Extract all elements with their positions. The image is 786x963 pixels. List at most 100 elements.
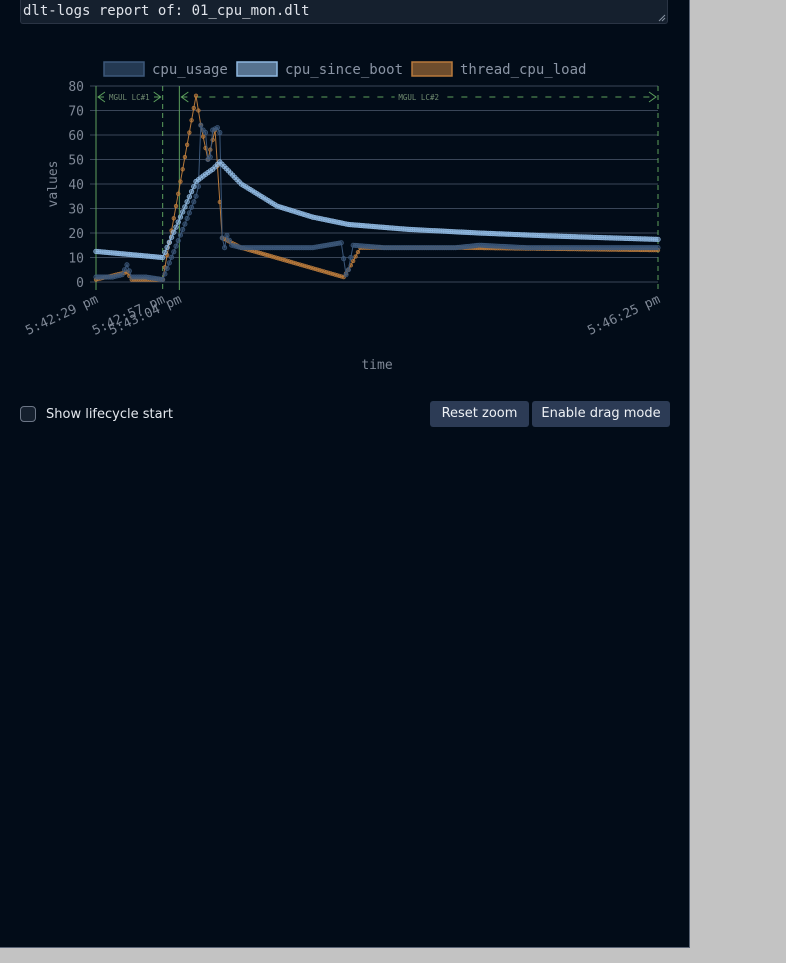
y-tick-label: 0 <box>76 276 84 291</box>
data-point <box>177 232 184 238</box>
lifecycle-label: Show lifecycle start <box>46 406 174 422</box>
y-tick-label: 60 <box>68 129 84 144</box>
y-tick-label: 10 <box>68 252 84 267</box>
data-point <box>353 254 358 259</box>
y-tick-label: 20 <box>68 227 84 242</box>
lifecycle-arrow-left-icon <box>97 91 106 103</box>
lifecycle-arrow-left-icon <box>180 91 189 103</box>
data-point <box>182 204 188 210</box>
report-title-box[interactable]: dlt-logs report of: 01_cpu_mon.dlt <box>20 0 668 24</box>
y-axis-title: values <box>46 161 61 208</box>
report-panel: dlt-logs report of: 01_cpu_mon.dlt 0 10 20… <box>0 0 690 948</box>
data-point <box>162 271 168 277</box>
data-point <box>222 245 228 251</box>
lifecycle-checkbox[interactable] <box>20 406 36 422</box>
data-point <box>191 105 196 111</box>
series-cpu-since-boot <box>93 159 661 261</box>
data-point <box>655 245 661 251</box>
data-point <box>175 238 181 244</box>
cpu-chart[interactable]: 0 10 20 30 40 50 60 70 80 values MGUL LC#1 MGUL LC#… <box>0 50 689 380</box>
data-point <box>173 224 179 230</box>
data-point <box>184 142 190 147</box>
data-point <box>182 154 188 160</box>
data-point <box>162 249 168 256</box>
data-point <box>164 265 170 271</box>
data-point <box>184 199 190 205</box>
data-point <box>164 244 170 251</box>
data-point <box>191 183 197 190</box>
data-point <box>345 267 351 273</box>
data-point <box>214 125 220 131</box>
data-point <box>343 272 349 278</box>
data-point <box>171 249 177 255</box>
data-point <box>180 227 186 233</box>
data-point <box>195 183 201 190</box>
data-point <box>184 215 190 222</box>
series-line <box>95 161 659 259</box>
data-point <box>186 210 192 216</box>
lifecycle-label-bg <box>105 92 154 102</box>
series-line <box>95 95 659 281</box>
data-point <box>168 234 175 240</box>
data-point <box>189 204 195 210</box>
data-point <box>122 267 128 273</box>
lifecycle-toggle[interactable]: Show lifecycle start <box>20 404 173 424</box>
lifecycle-label: MGUL LC#1 <box>109 93 150 102</box>
legend-label: cpu_usage <box>152 62 228 78</box>
y-tick-label: 70 <box>68 105 84 120</box>
data-point <box>217 130 223 136</box>
y-tick-label: 50 <box>68 154 84 169</box>
data-point <box>177 214 184 220</box>
data-point <box>180 209 186 215</box>
data-point <box>191 199 197 205</box>
data-point <box>188 189 195 195</box>
reset-zoom-button[interactable]: Reset zoom <box>430 401 529 427</box>
data-point <box>166 260 172 266</box>
data-point <box>226 237 232 243</box>
lifecycle-label-bg <box>394 92 443 102</box>
data-point <box>178 179 183 184</box>
data-point <box>169 254 175 260</box>
data-point <box>173 243 179 249</box>
data-point <box>119 272 125 278</box>
data-point <box>196 108 201 113</box>
data-point <box>201 134 206 139</box>
data-point <box>175 219 181 225</box>
data-point <box>173 203 179 209</box>
data-point <box>176 191 181 196</box>
data-point <box>171 229 177 235</box>
data-point <box>193 193 199 199</box>
data-point <box>160 277 166 283</box>
legend-swatch <box>236 61 278 77</box>
legend-label: thread_cpu_load <box>460 62 586 78</box>
data-point <box>193 93 199 98</box>
data-point <box>124 262 130 268</box>
lifecycle-arrow-right-icon <box>153 91 162 103</box>
legend-swatch <box>103 61 145 77</box>
y-tick-label: 80 <box>68 80 84 95</box>
report-title: dlt-logs report of: 01_cpu_mon.dlt <box>23 3 310 19</box>
data-point <box>126 268 132 274</box>
lifecycle-arrow-right-icon <box>648 91 657 103</box>
data-point <box>348 254 354 261</box>
data-point <box>180 167 185 172</box>
y-tick-label: 30 <box>68 203 84 218</box>
resize-grip-icon[interactable] <box>658 14 666 22</box>
data-point <box>189 118 194 123</box>
data-point <box>187 130 192 135</box>
data-point <box>202 130 209 136</box>
data-point <box>355 249 361 255</box>
data-point <box>351 258 356 264</box>
legend-label: cpu_since_boot <box>285 62 403 78</box>
drag-mode-button[interactable]: Enable drag mode <box>532 401 670 427</box>
x-tick-label: 5:46:25 pm <box>585 292 662 339</box>
y-tick-label: 40 <box>68 178 84 193</box>
lifecycle-label: MGUL LC#2 <box>398 93 439 102</box>
data-point <box>160 254 166 261</box>
data-point <box>655 236 661 243</box>
x-axis-title: time <box>361 358 392 373</box>
series-line <box>96 124 658 281</box>
data-point <box>198 122 204 128</box>
data-point <box>341 256 347 262</box>
x-tick-label: 5:42:29 pm <box>23 292 100 339</box>
